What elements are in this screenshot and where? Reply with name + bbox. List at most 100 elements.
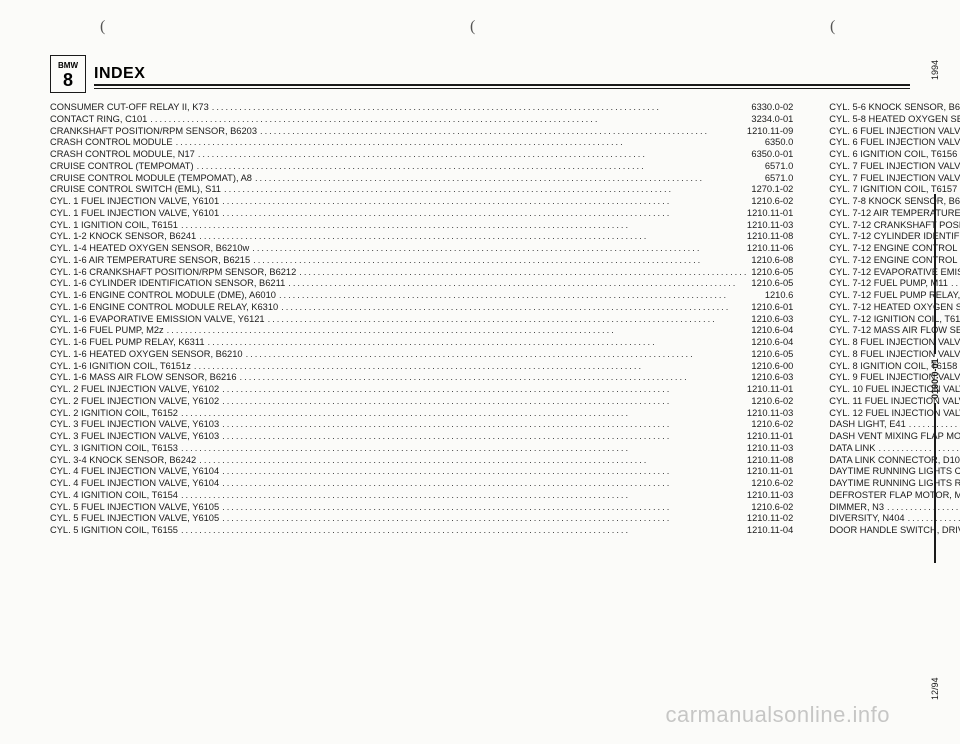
entry-page: 1210.6-04 xyxy=(751,326,793,336)
entry-label: CYL. 4 FUEL INJECTION VALVE, Y6104 xyxy=(50,467,219,477)
index-entry: DASH LIGHT, E416450.0-05 xyxy=(829,420,960,430)
entry-label: CYL. 1-2 KNOCK SENSOR, B6241 xyxy=(50,232,196,242)
side-bar-top xyxy=(934,403,936,563)
entry-page: 1210.11-01 xyxy=(747,385,793,395)
entry-dots xyxy=(219,209,747,219)
index-entry: CYL. 5 FUEL INJECTION VALVE, Y61051210.1… xyxy=(50,514,793,524)
entry-page: 6330.0-02 xyxy=(751,103,793,113)
entry-page: 1210.6-02 xyxy=(751,503,793,513)
entry-label: CRUISE CONTROL (TEMPOMAT) xyxy=(50,162,194,172)
index-entry: CYL. 3 FUEL INJECTION VALVE, Y61031210.1… xyxy=(50,432,793,442)
entry-label: CYL. 1-6 HEATED OXYGEN SENSOR, B6210 xyxy=(50,350,243,360)
index-entry: CYL. 1-6 ENGINE CONTROL MODULE (DME), A6… xyxy=(50,291,793,301)
entry-dots xyxy=(178,526,747,536)
side-section: 0100.0-01 xyxy=(930,190,940,567)
entry-label: CYL. 7-12 AIR TEMPERATURE SENSOR, B6225 xyxy=(829,209,960,219)
entry-label: CYL. 1-6 MASS AIR FLOW SENSOR, B6216 xyxy=(50,373,237,383)
entry-page: 6350.0-01 xyxy=(751,150,793,160)
entry-label: CYL. 1-6 FUEL PUMP, M2z xyxy=(50,326,164,336)
index-entry: CYL. 8 IGNITION COIL, T61581210.11-04 xyxy=(829,362,960,372)
entry-dots xyxy=(194,162,765,172)
side-date: 12/94 xyxy=(930,677,940,700)
entry-label: CYL. 1-6 ENGINE CONTROL MODULE RELAY, K6… xyxy=(50,303,278,313)
entry-page: 1210.11-01 xyxy=(747,467,793,477)
index-entry: CRUISE CONTROL SWITCH (EML), S111270.1-0… xyxy=(50,185,793,195)
entry-label: CYL. 7 FUEL INJECTION VALVE, Y6107 xyxy=(829,174,960,184)
entry-label: CYL. 7-12 FUEL PUMP RELAY, K6321 xyxy=(829,291,960,301)
index-entry: CYL. 1-6 EVAPORATIVE EMISSION VALVE, Y61… xyxy=(50,315,793,325)
entry-label: CYL. 12 FUEL INJECTION VALVE, Y6112 xyxy=(829,409,960,419)
entry-label: CYL. 1 IGNITION COIL, T6151 xyxy=(50,221,178,231)
entry-label: CRASH CONTROL MODULE xyxy=(50,138,173,148)
entry-label: CYL. 7-8 KNOCK SENSOR, B6244 xyxy=(829,197,960,207)
index-entry: CYL. 1 FUEL INJECTION VALVE, Y61011210.6… xyxy=(50,197,793,207)
entry-page: 1210.6-00 xyxy=(751,362,793,372)
entry-label: CONTACT RING, C101 xyxy=(50,115,147,125)
entry-label: CYL. 8 FUEL INJECTION VALVE, Y6108 xyxy=(829,338,960,348)
side-section-number: 0100.0-01 xyxy=(930,358,940,399)
index-entry: CRASH CONTROL MODULE, N176350.0-01 xyxy=(50,150,793,160)
entry-page: 1210.11-03 xyxy=(747,491,793,501)
entry-label: DEFROSTER FLAP MOTOR, M35 xyxy=(829,491,960,501)
entry-label: DOOR HANDLE SWITCH, DRIVER'S, S48 xyxy=(829,526,960,536)
index-entry: CYL. 1-4 HEATED OXYGEN SENSOR, B6210w121… xyxy=(50,244,793,254)
index-entry: CYL. 5-6 KNOCK SENSOR, B62431210.11-08 xyxy=(829,103,960,113)
entry-page: 1210.6-05 xyxy=(751,279,793,289)
entry-dots xyxy=(205,338,752,348)
entry-dots xyxy=(191,362,752,372)
page-title: INDEX xyxy=(94,65,145,83)
entry-label: CRANKSHAFT POSITION/RPM SENSOR, B6203 xyxy=(50,127,257,137)
index-entry: CYL. 8 FUEL INJECTION VALVE, Y61081210.1… xyxy=(829,338,960,348)
index-entry: CYL. 7-8 KNOCK SENSOR, B62441210.11-08 xyxy=(829,197,960,207)
index-entry: CYL. 1-6 AIR TEMPERATURE SENSOR, B621512… xyxy=(50,256,793,266)
entry-label: CYL. 7-12 CRANKSHAFT POSITION/RPM SENSOR… xyxy=(829,221,960,231)
entry-dots xyxy=(219,197,751,207)
paren-mark-left: ( xyxy=(100,18,105,36)
index-entry: CYL. 3 FUEL INJECTION VALVE, Y61031210.6… xyxy=(50,420,793,430)
index-entry: DAYTIME RUNNING LIGHTS RELAY, K1116314.0… xyxy=(829,479,960,489)
title-rule-thin xyxy=(94,88,910,89)
index-entry: CYL. 1-6 HEATED OXYGEN SENSOR, B62101210… xyxy=(50,350,793,360)
entry-dots xyxy=(875,444,960,454)
entry-label: CRUISE CONTROL MODULE (TEMPOMAT), A8 xyxy=(50,174,252,184)
entry-dots xyxy=(276,291,765,301)
entry-page: 1210.11-03 xyxy=(747,444,793,454)
entry-label: CYL. 6 FUEL INJECTION VALVE, Y6106 xyxy=(829,127,960,137)
index-entry: CYL. 4 IGNITION COIL, T61541210.11-03 xyxy=(50,491,793,501)
entry-label: CYL. 5-8 HEATED OXYGEN SENSOR, B6220w xyxy=(829,115,960,125)
entry-label: CRUISE CONTROL SWITCH (EML), S11 xyxy=(50,185,221,195)
entry-dots xyxy=(219,397,751,407)
logo-series: 8 xyxy=(63,71,73,89)
index-entry: DIVERSITY, N4046424.0-02 xyxy=(829,514,960,524)
index-entry: CYL. 3 IGNITION COIL, T61531210.11-03 xyxy=(50,444,793,454)
entry-page: 1210.11-03 xyxy=(747,409,793,419)
entry-page: 6571.0 xyxy=(765,162,793,172)
paren-mark-right: ( xyxy=(830,18,835,36)
index-columns: CONSUMER CUT-OFF RELAY II, K736330.0-02C… xyxy=(50,103,910,538)
entry-page: 1210.11-08 xyxy=(747,232,793,242)
entry-label: CONSUMER CUT-OFF RELAY II, K73 xyxy=(50,103,209,113)
entry-label: CYL. 1-6 EVAPORATIVE EMISSION VALVE, Y61… xyxy=(50,315,265,325)
entry-page: 1210.11-03 xyxy=(747,221,793,231)
entry-dots xyxy=(147,115,751,125)
entry-page: 1210.6 xyxy=(765,291,793,301)
index-entry: CONSUMER CUT-OFF RELAY II, K73 6330.0-02 xyxy=(50,103,793,113)
index-entry: CYL. 7-12 ENGINE CONTROL MODULE (DME), A… xyxy=(829,244,960,254)
index-entry: CYL. 7-12 CRANKSHAFT POSITION/RPM SENSOR… xyxy=(829,221,960,231)
entry-page: 1210.6-02 xyxy=(751,197,793,207)
index-entry: DATA LINK0670.5 xyxy=(829,444,960,454)
entry-dots xyxy=(178,444,747,454)
entry-label: CYL. 1-6 IGNITION COIL, T6151z xyxy=(50,362,191,372)
side-bar-bottom xyxy=(934,194,936,354)
entry-page: 1210.6-05 xyxy=(751,268,793,278)
index-column-left: CONSUMER CUT-OFF RELAY II, K736330.0-02C… xyxy=(50,103,793,538)
paren-mark-mid: ( xyxy=(470,18,475,36)
index-entry: CYL. 1-6 ENGINE CONTROL MODULE RELAY, K6… xyxy=(50,303,793,313)
entry-label: CYL. 7-12 IGNITION COIL, T6152z xyxy=(829,315,960,325)
entry-label: CYL. 3-4 KNOCK SENSOR, B6242 xyxy=(50,456,196,466)
index-entry: CYL. 7 IGNITION COIL, T61571210.11-04 xyxy=(829,185,960,195)
entry-dots xyxy=(250,256,751,266)
index-entry: CYL. 1 IGNITION COIL, T6151 1210.11-03 xyxy=(50,221,793,231)
entry-page: 1210.6-02 xyxy=(751,397,793,407)
entry-label: CYL. 1-6 FUEL PUMP RELAY, K6311 xyxy=(50,338,205,348)
